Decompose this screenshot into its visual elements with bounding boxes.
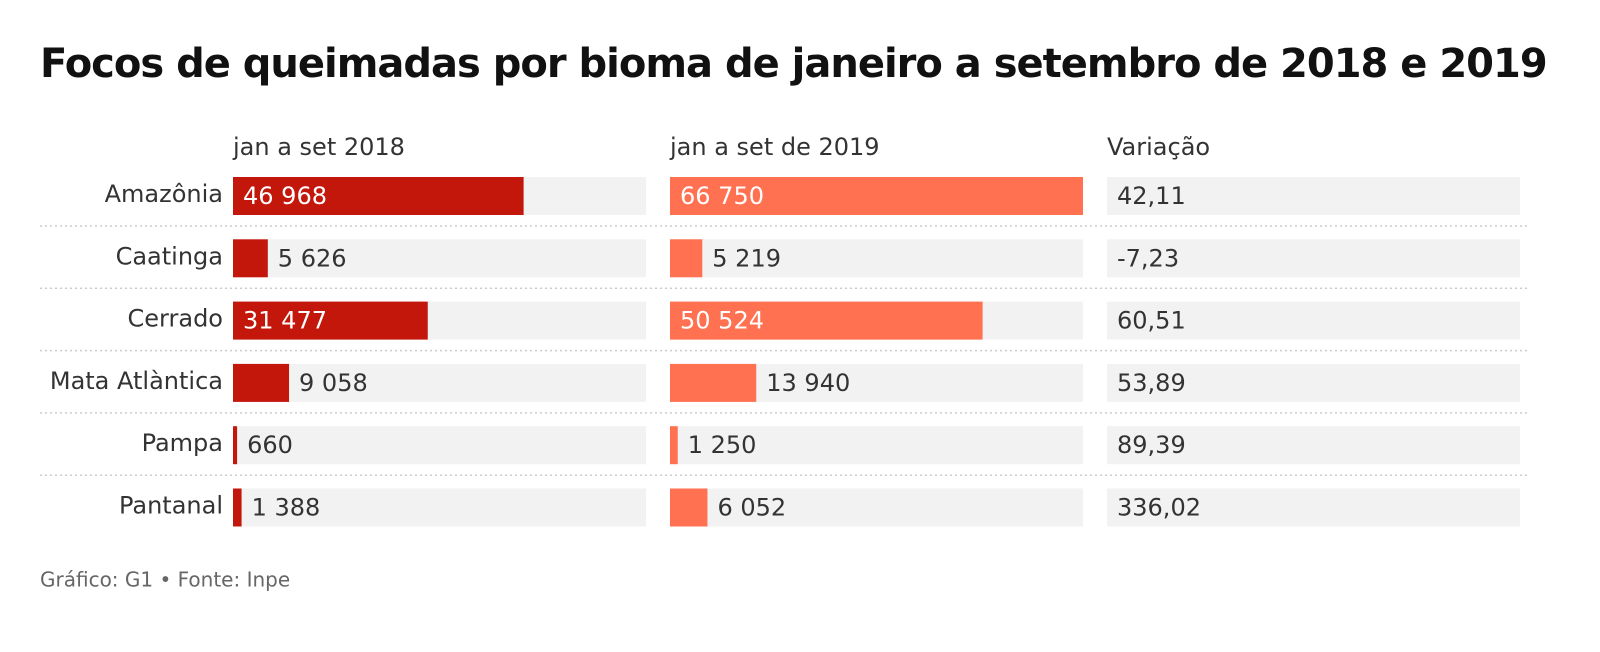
bar [670,363,757,402]
value-label: 46 968 [243,182,327,210]
bar [233,363,290,402]
bar [233,239,268,278]
row-background [233,363,646,402]
value-label: 89,39 [1117,431,1186,459]
bar [670,239,703,278]
bar [233,301,428,340]
value-label: 5 219 [712,244,781,272]
row-background [670,239,1083,278]
bar [233,488,242,527]
value-label: 53,89 [1117,369,1186,397]
category-label: Pantanal [119,492,223,520]
value-label: 1 250 [688,431,757,459]
chart-title: Focos de queimadas por bioma de janeiro … [40,41,1547,87]
bar [670,488,708,527]
row-background [670,426,1083,465]
bar [670,426,678,465]
row-background [1107,301,1520,340]
column-header: jan a set 2018 [232,133,405,161]
row-background [233,239,646,278]
category-label: Caatinga [116,242,223,270]
row-background [1107,488,1520,527]
bar [670,177,1083,215]
value-label: -7,23 [1117,244,1179,272]
value-label: 60,51 [1117,307,1186,335]
value-label: 5 626 [278,244,347,272]
column-header: jan a set de 2019 [669,133,880,161]
category-label: Mata Atlàntica [50,367,223,395]
bar [233,177,524,215]
row-background [670,488,1083,527]
row-background [1107,177,1520,215]
value-label: 9 058 [299,369,368,397]
row-background [233,488,646,527]
row-background [1107,426,1520,465]
category-label: Cerrado [128,305,223,333]
value-label: 42,11 [1117,182,1186,210]
category-label: Pampa [142,429,223,457]
category-label: Amazônia [105,180,223,208]
row-background [1107,239,1520,278]
value-label: 6 052 [717,494,786,522]
column-header: Variação [1107,133,1210,161]
value-label: 1 388 [252,494,321,522]
bar [670,301,983,340]
row-background [233,426,646,465]
bar [233,426,238,465]
value-label: 660 [247,431,293,459]
value-label: 336,02 [1117,494,1201,522]
value-label: 31 477 [243,307,327,335]
value-label: 66 750 [680,182,764,210]
value-label: 50 524 [680,307,764,335]
value-label: 13 940 [766,369,850,397]
source: Gráfico: G1 • Fonte: Inpe [40,568,290,592]
row-background [1107,363,1520,402]
